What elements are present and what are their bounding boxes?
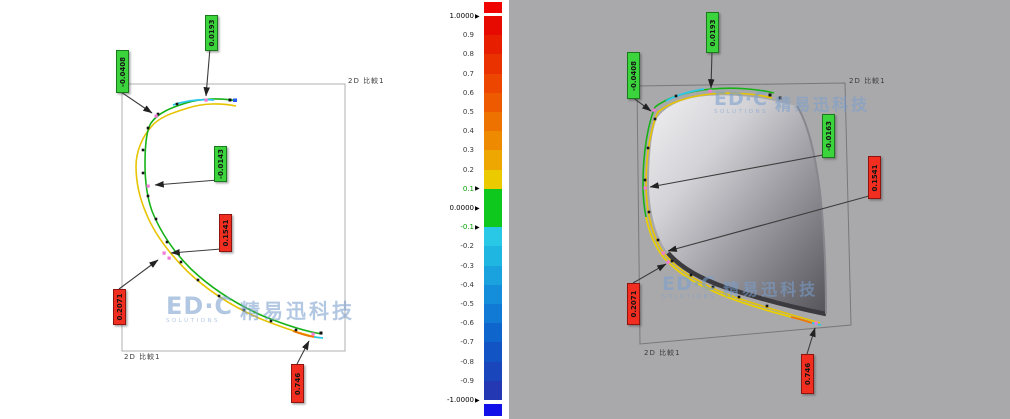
view-caption-3d: 2D 比較1 bbox=[644, 349, 681, 357]
color-scale-tick: 0.9 bbox=[462, 31, 474, 40]
scale-handle-icon[interactable]: ▶ bbox=[475, 396, 480, 404]
negative-deviation-segment-3d bbox=[665, 88, 705, 102]
cad-curve-2d bbox=[144, 98, 323, 335]
color-scale-tick[interactable]: 1.0000 ▶ bbox=[420, 12, 482, 21]
color-scale-max-block bbox=[484, 2, 502, 13]
color-scale-segment bbox=[484, 323, 502, 343]
color-scale-segment bbox=[484, 342, 502, 362]
color-scale-segment bbox=[484, 54, 502, 74]
positive-deviation-segment-3d bbox=[645, 216, 792, 318]
color-scale-tick: -0.4 bbox=[460, 280, 474, 289]
color-scale-segment bbox=[484, 304, 502, 324]
annotation-point-markers-3d bbox=[643, 89, 818, 325]
color-scale-segment bbox=[484, 227, 502, 247]
annotation-point-markers-2d bbox=[146, 98, 315, 336]
deviation-tag[interactable]: 0.2071 bbox=[113, 289, 126, 325]
deviation-tag[interactable]: 0.1541 bbox=[219, 214, 232, 252]
section-plane-box-3d bbox=[636, 82, 852, 345]
color-scale-segment bbox=[484, 150, 502, 170]
color-scale-segment bbox=[484, 265, 502, 285]
color-scale-min-block bbox=[484, 404, 502, 416]
sample-point-ticks-2d bbox=[141, 102, 298, 332]
cad-curve-3d bbox=[642, 106, 656, 218]
color-scale-tick[interactable]: -1.0000 ▶ bbox=[420, 396, 482, 405]
deviation-tag[interactable]: -0.0163 bbox=[822, 114, 835, 158]
color-scale-segment bbox=[484, 188, 502, 208]
scale-handle-icon[interactable]: ▶ bbox=[475, 12, 480, 20]
color-scale-tick[interactable]: 0.1 ▶ bbox=[420, 184, 482, 193]
cad-surface-3d[interactable] bbox=[649, 95, 826, 314]
color-scale-tick: -0.2 bbox=[460, 242, 474, 251]
leader-lines-3d bbox=[631, 50, 870, 355]
surface-bottom-rim bbox=[666, 251, 827, 317]
color-scale-tick: -0.5 bbox=[460, 300, 474, 308]
scale-handle-icon[interactable]: ▶ bbox=[475, 223, 480, 231]
curve-end-marker bbox=[768, 93, 772, 97]
view-caption-2d: 2D 比較1 bbox=[348, 77, 385, 85]
curve-end-marker bbox=[228, 98, 232, 102]
positive-deviation-segment-2d bbox=[292, 330, 315, 338]
color-scale-segment bbox=[484, 169, 502, 189]
view-caption-3d: 2D 比較1 bbox=[849, 77, 886, 85]
color-scale-segment bbox=[484, 208, 502, 228]
curve-end-marker bbox=[233, 98, 237, 102]
right-3d-view bbox=[631, 50, 870, 355]
sample-point-ticks-3d bbox=[643, 94, 769, 308]
color-scale-tick: 0.8 bbox=[462, 50, 474, 59]
color-scale-segment bbox=[484, 16, 502, 36]
color-scale-segment bbox=[484, 131, 502, 151]
curve-end-marker bbox=[319, 331, 323, 335]
deviation-tag[interactable]: 0.0193 bbox=[205, 15, 218, 51]
scale-handle-icon[interactable]: ▶ bbox=[475, 204, 480, 212]
measured-curve-3d bbox=[645, 111, 821, 324]
color-scale-tick: 0.6 bbox=[462, 88, 474, 97]
deviation-tag[interactable]: 0.746 bbox=[801, 354, 814, 394]
color-scale-tick: -0.3 bbox=[460, 261, 474, 270]
color-scale-segment bbox=[484, 112, 502, 132]
measured-curve-2d bbox=[135, 103, 321, 339]
color-scale-segment bbox=[484, 35, 502, 55]
color-scale-tick: -0.9 bbox=[460, 376, 474, 385]
positive-deviation-segment-3d bbox=[790, 316, 813, 324]
color-scale-segment bbox=[484, 246, 502, 266]
leader-lines-2d bbox=[118, 47, 310, 365]
color-scale-tick: 0.3 bbox=[462, 146, 474, 155]
surface-right-edge bbox=[796, 105, 827, 315]
color-scale-segment bbox=[484, 380, 502, 400]
color-scale-tick[interactable]: 0.0000 ▶ bbox=[420, 204, 482, 213]
view-caption-2d: 2D 比較1 bbox=[124, 353, 161, 361]
deviation-tag[interactable]: -0.0408 bbox=[116, 50, 129, 93]
color-scale-tick[interactable]: -0.1 ▶ bbox=[420, 223, 482, 232]
section-plane-box-2d bbox=[121, 83, 346, 352]
color-scale-tick: 0.7 bbox=[462, 69, 474, 78]
color-scale-segment bbox=[484, 284, 502, 304]
deviation-tag[interactable]: -0.0143 bbox=[214, 146, 227, 182]
deviation-tag[interactable]: 0.0193 bbox=[706, 12, 719, 53]
color-scale-segment bbox=[484, 361, 502, 381]
measured-curve-3d bbox=[657, 92, 773, 113]
color-scale-tick: 0.4 bbox=[462, 127, 474, 136]
color-scale-tick: -0.6 bbox=[460, 319, 474, 328]
left-2d-view bbox=[118, 47, 346, 365]
deviation-tag[interactable]: -0.0408 bbox=[627, 52, 640, 99]
endpoint-deviation-segment-2d bbox=[313, 336, 324, 339]
color-scale-segment bbox=[484, 92, 502, 112]
scale-handle-icon[interactable]: ▶ bbox=[475, 185, 480, 193]
deviation-tag[interactable]: 0.1541 bbox=[868, 156, 881, 199]
deviation-tag[interactable]: 0.746 bbox=[291, 364, 304, 403]
color-scale-tick: -0.8 bbox=[460, 357, 474, 366]
color-scale-tick: 0.2 bbox=[462, 165, 474, 174]
color-scale-tick: -0.7 bbox=[460, 338, 474, 347]
curve-end-marker bbox=[778, 96, 782, 100]
deviation-tag[interactable]: 0.2071 bbox=[627, 283, 640, 325]
color-scale-segment bbox=[484, 73, 502, 93]
color-scale-tick: 0.5 bbox=[462, 108, 474, 116]
